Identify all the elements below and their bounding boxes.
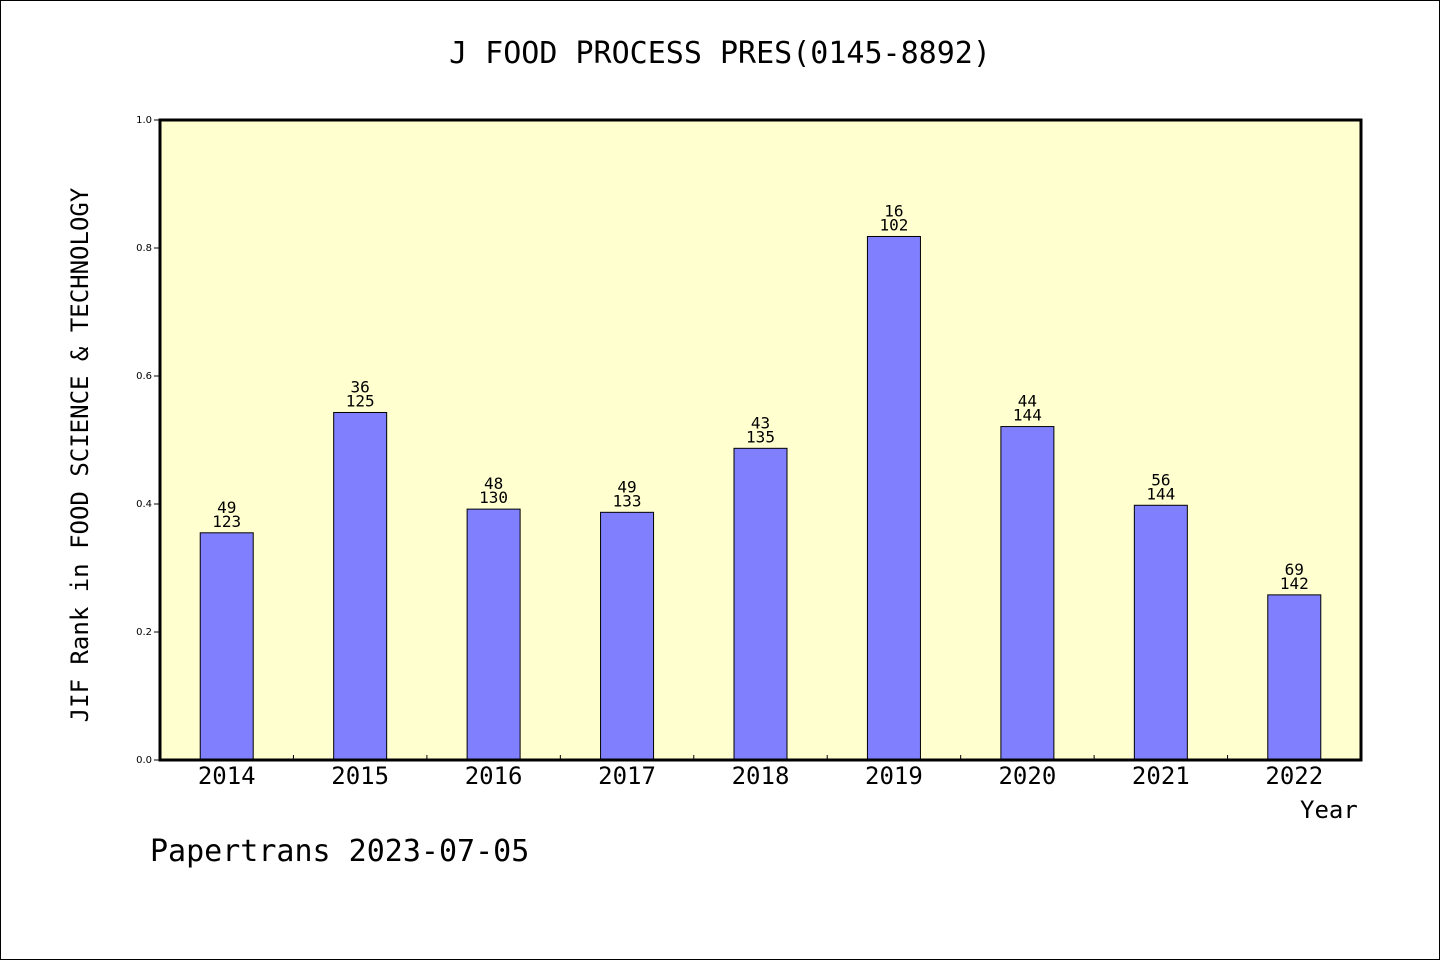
x-axis-label: Year (1300, 796, 1358, 824)
x-tick-label: 2014 (198, 762, 256, 790)
y-tick-label: 0.0 (136, 755, 152, 766)
y-tick-label: 0.2 (136, 627, 152, 638)
bar (600, 511, 655, 761)
bar-total-label: 102 (879, 215, 908, 234)
x-tick-label: 2015 (331, 762, 389, 790)
bar (733, 447, 788, 761)
y-tick-label: 1.0 (136, 115, 152, 126)
bar-rank-label: 49 (217, 498, 236, 517)
bar-total-label: 130 (479, 488, 508, 507)
y-tick-label: 0.8 (136, 243, 152, 254)
bar-rank-label: 48 (484, 474, 503, 493)
x-tick-label: 2018 (732, 762, 790, 790)
bar (866, 235, 921, 761)
bar-total-label: 144 (1146, 484, 1175, 503)
plot-border (158, 118, 1363, 762)
chart-title: J FOOD PROCESS PRES(0145-8892) (449, 36, 991, 71)
bar (1267, 594, 1322, 761)
bar (1000, 426, 1055, 761)
x-tick-label: 2017 (598, 762, 656, 790)
bar-total-label: 142 (1280, 574, 1309, 593)
x-tick-label: 2020 (998, 762, 1056, 790)
bar-rank-label: 16 (884, 201, 903, 220)
bar-rank-label: 56 (1151, 470, 1170, 489)
footer-credit: Papertrans 2023-07-05 (150, 834, 530, 869)
bar-total-label: 125 (346, 391, 375, 410)
x-tick-label: 2016 (465, 762, 523, 790)
bar-total-label: 135 (746, 427, 775, 446)
y-tick-label: 0.6 (136, 371, 152, 382)
bar (199, 532, 254, 761)
y-tick-label: 0.4 (136, 499, 152, 510)
bar-rank-label: 43 (751, 413, 770, 432)
x-tick-label: 2022 (1265, 762, 1323, 790)
bar-total-label: 133 (613, 491, 642, 510)
bar (466, 508, 521, 761)
bar (1133, 504, 1188, 761)
bar-rank-label: 49 (617, 477, 636, 496)
bar (333, 411, 388, 761)
bar-rank-label: 69 (1285, 560, 1304, 579)
bar-rank-label: 36 (351, 377, 370, 396)
bar-rank-label: 44 (1018, 392, 1037, 411)
bar-total-label: 144 (1013, 406, 1042, 425)
x-tick-label: 2019 (865, 762, 923, 790)
bar-total-label: 123 (212, 512, 241, 531)
x-tick-label: 2021 (1132, 762, 1190, 790)
